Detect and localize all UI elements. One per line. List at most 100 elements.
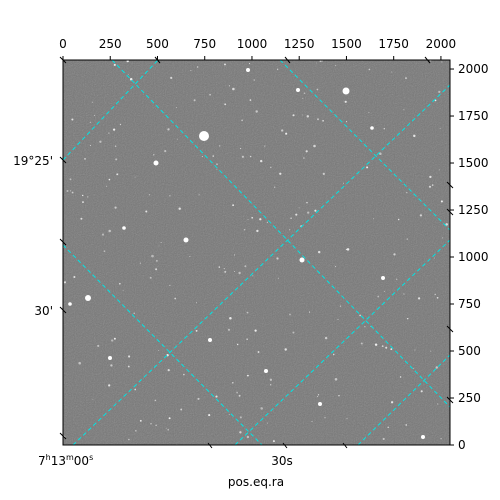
star <box>368 112 370 114</box>
star <box>158 245 160 247</box>
star <box>406 317 409 320</box>
star <box>405 424 407 426</box>
star <box>128 355 131 358</box>
star <box>292 114 295 117</box>
star <box>160 242 162 243</box>
bright-star <box>108 356 112 360</box>
right-tick-label: 0 <box>458 438 466 452</box>
star <box>243 228 246 231</box>
right-tick-label: 750 <box>458 297 481 311</box>
dec-tick-mark <box>59 156 67 164</box>
star <box>440 438 442 440</box>
star <box>63 281 67 284</box>
bright-star <box>342 87 350 95</box>
star <box>391 71 393 73</box>
dec-grid-line <box>111 60 450 408</box>
star <box>428 185 432 188</box>
top-tick-label: 1500 <box>331 37 362 51</box>
top-tick-label: 1000 <box>237 37 268 51</box>
ra-tick-label-1: 7h13m00s <box>38 453 93 468</box>
star <box>276 257 279 260</box>
bright-star <box>299 257 305 263</box>
ra-tick-mark <box>282 442 288 449</box>
star <box>414 349 416 351</box>
star <box>302 97 304 99</box>
bright-star <box>122 226 126 230</box>
star <box>346 248 350 251</box>
star-field <box>63 60 448 445</box>
star <box>373 218 375 220</box>
star <box>112 128 116 131</box>
star <box>231 381 234 384</box>
coordinate-grid <box>63 60 450 445</box>
star <box>227 328 231 331</box>
star <box>150 423 152 425</box>
star <box>240 147 242 150</box>
star <box>223 267 225 270</box>
star <box>406 238 409 240</box>
star <box>274 186 276 188</box>
star <box>390 348 393 351</box>
star <box>316 118 320 121</box>
star <box>80 217 83 220</box>
star <box>429 175 432 179</box>
star <box>246 374 249 377</box>
star <box>417 297 421 300</box>
star <box>397 218 400 221</box>
star <box>167 128 170 131</box>
star <box>420 390 423 393</box>
star <box>413 367 415 369</box>
star <box>253 79 255 81</box>
star <box>440 200 443 203</box>
star <box>241 119 243 122</box>
bright-star <box>208 338 212 342</box>
star <box>281 129 284 132</box>
star <box>167 429 169 431</box>
star <box>399 376 402 378</box>
star <box>438 90 441 94</box>
star <box>238 394 241 397</box>
star <box>259 218 262 221</box>
bright-star <box>296 88 300 92</box>
star <box>317 394 320 396</box>
star <box>101 233 105 236</box>
star <box>285 132 288 135</box>
star <box>346 418 348 420</box>
star <box>345 248 348 251</box>
right-pixel-axis: 0 250 500 750 1000 1250 1500 1750 2000 <box>450 62 489 452</box>
star <box>403 109 405 111</box>
star <box>106 185 108 187</box>
star <box>306 115 310 118</box>
star <box>319 60 322 63</box>
star <box>195 330 198 332</box>
right-tick-label: 500 <box>458 344 481 358</box>
star <box>343 182 344 184</box>
star <box>228 85 230 87</box>
star <box>298 207 300 209</box>
star <box>180 408 183 411</box>
star <box>251 216 254 219</box>
star <box>290 217 292 219</box>
star <box>176 138 178 140</box>
star <box>237 343 239 346</box>
right-tick-label: 1250 <box>458 203 489 217</box>
star <box>134 176 136 178</box>
star <box>81 194 84 197</box>
star <box>139 419 142 422</box>
right-tick-label: 2000 <box>458 62 489 76</box>
star <box>82 201 84 203</box>
star <box>292 331 295 334</box>
star <box>311 421 313 423</box>
star <box>183 373 185 376</box>
star <box>322 119 324 122</box>
star <box>229 316 232 320</box>
star <box>431 184 434 186</box>
star <box>103 250 106 252</box>
star <box>322 172 325 176</box>
star <box>201 155 204 158</box>
star <box>175 107 177 109</box>
star <box>430 350 432 352</box>
right-world-tick <box>446 208 454 216</box>
star <box>89 121 91 123</box>
